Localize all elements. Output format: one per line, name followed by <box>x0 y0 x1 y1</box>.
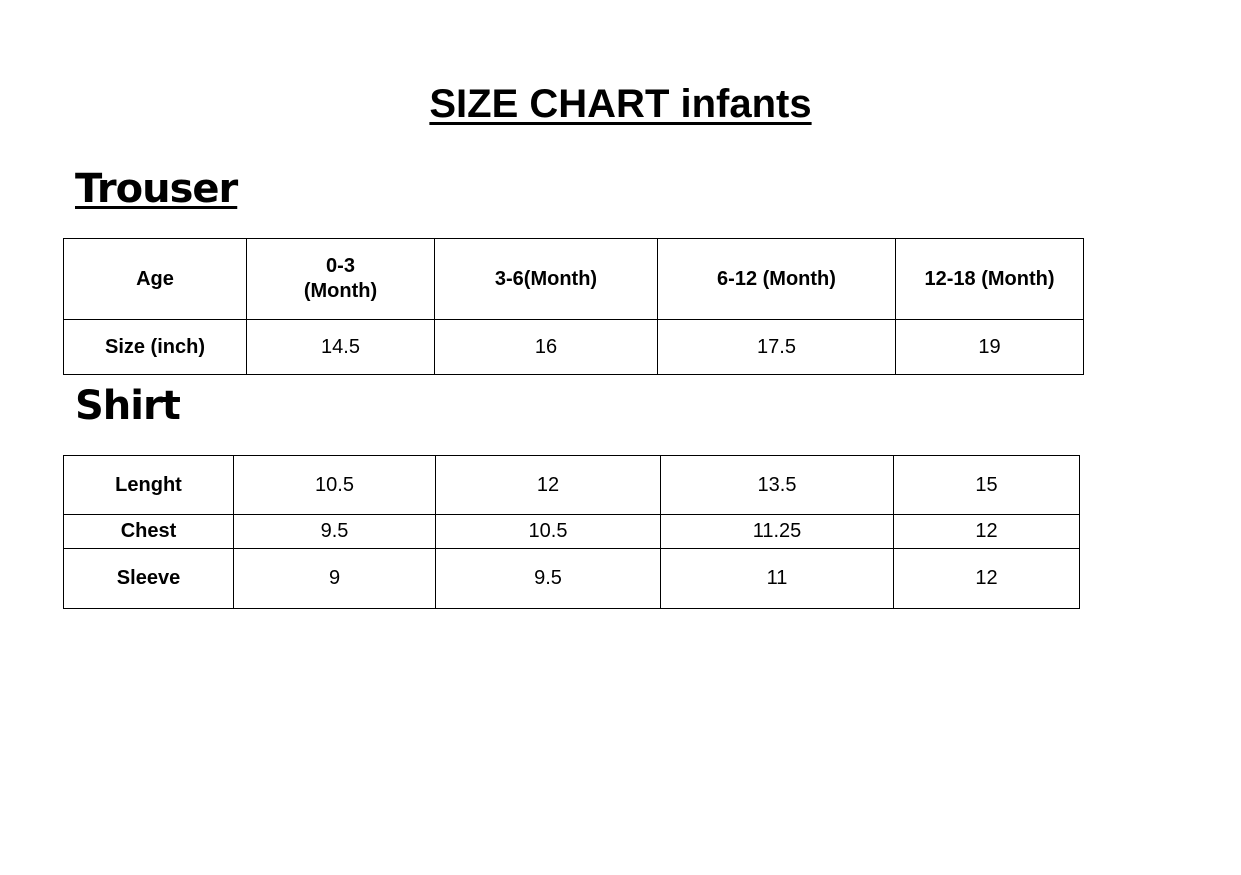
cell: 9.5 <box>233 514 436 549</box>
cell: 10.5 <box>233 455 436 515</box>
cell: 16 <box>434 319 658 375</box>
cell: 12 <box>435 455 661 515</box>
row-label: Chest <box>63 514 234 549</box>
trouser-table: Age 0-3 (Month) 3-6(Month) 6-12 (Month) … <box>63 238 1084 375</box>
header-cell: 0-3 (Month) <box>246 238 435 320</box>
trouser-heading: Trouser <box>75 166 238 212</box>
cell: 11 <box>660 548 894 609</box>
row-label: Size (inch) <box>63 319 247 375</box>
row-label: Sleeve <box>63 548 234 609</box>
shirt-table: Lenght 10.5 12 13.5 15 Chest 9.5 10.5 11… <box>63 455 1080 609</box>
title-text: SIZE CHART infants <box>429 82 812 126</box>
row-label: Lenght <box>63 455 234 515</box>
page-title: SIZE CHART infants <box>0 82 1241 127</box>
cell: 12 <box>893 514 1080 549</box>
shirt-heading: Shirt <box>75 383 181 429</box>
cell: 9.5 <box>435 548 661 609</box>
header-cell: 3-6(Month) <box>434 238 658 320</box>
header-cell: 6-12 (Month) <box>657 238 896 320</box>
cell: 12 <box>893 548 1080 609</box>
cell: 14.5 <box>246 319 435 375</box>
cell: 19 <box>895 319 1084 375</box>
table-row: Sleeve 9 9.5 11 12 <box>63 548 1080 609</box>
table-row: Size (inch) 14.5 16 17.5 19 <box>63 319 1084 375</box>
header-cell: Age <box>63 238 247 320</box>
cell: 9 <box>233 548 436 609</box>
cell: 15 <box>893 455 1080 515</box>
cell: 11.25 <box>660 514 894 549</box>
header-text: 0-3 (Month) <box>303 255 378 302</box>
cell: 13.5 <box>660 455 894 515</box>
header-cell: 12-18 (Month) <box>895 238 1084 320</box>
table-row: Lenght 10.5 12 13.5 15 <box>63 455 1080 515</box>
cell: 17.5 <box>657 319 896 375</box>
cell: 10.5 <box>435 514 661 549</box>
table-row: Age 0-3 (Month) 3-6(Month) 6-12 (Month) … <box>63 238 1084 320</box>
table-row: Chest 9.5 10.5 11.25 12 <box>63 514 1080 549</box>
